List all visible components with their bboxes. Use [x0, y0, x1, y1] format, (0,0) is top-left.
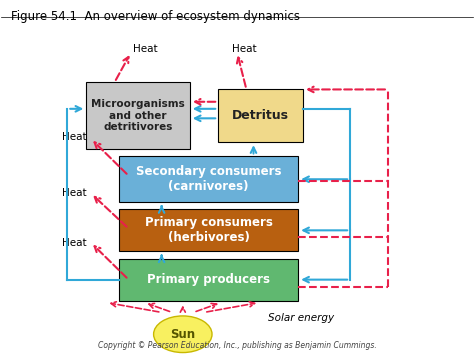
FancyBboxPatch shape: [119, 209, 298, 251]
Ellipse shape: [154, 316, 212, 353]
Text: Sun: Sun: [170, 328, 195, 341]
Text: Figure 54.1  An overview of ecosystem dynamics: Figure 54.1 An overview of ecosystem dyn…: [11, 10, 300, 23]
Text: Copyright © Pearson Education, Inc., publishing as Benjamin Cummings.: Copyright © Pearson Education, Inc., pub…: [98, 341, 376, 350]
Text: Heat: Heat: [62, 237, 87, 248]
Text: Microorganisms
and other
detritivores: Microorganisms and other detritivores: [91, 99, 185, 132]
FancyBboxPatch shape: [119, 258, 298, 301]
Text: Primary producers: Primary producers: [147, 273, 270, 286]
Text: Heat: Heat: [232, 44, 256, 54]
Text: Heat: Heat: [62, 132, 87, 142]
FancyBboxPatch shape: [218, 89, 303, 142]
Text: Secondary consumers
(carnivores): Secondary consumers (carnivores): [136, 165, 282, 193]
FancyBboxPatch shape: [119, 156, 298, 202]
Text: Detritus: Detritus: [232, 109, 289, 122]
Text: Heat: Heat: [133, 44, 157, 54]
Text: Primary consumers
(herbivores): Primary consumers (herbivores): [145, 216, 273, 244]
Text: Solar energy: Solar energy: [268, 313, 334, 323]
FancyBboxPatch shape: [86, 82, 190, 149]
Text: Heat: Heat: [62, 189, 87, 198]
